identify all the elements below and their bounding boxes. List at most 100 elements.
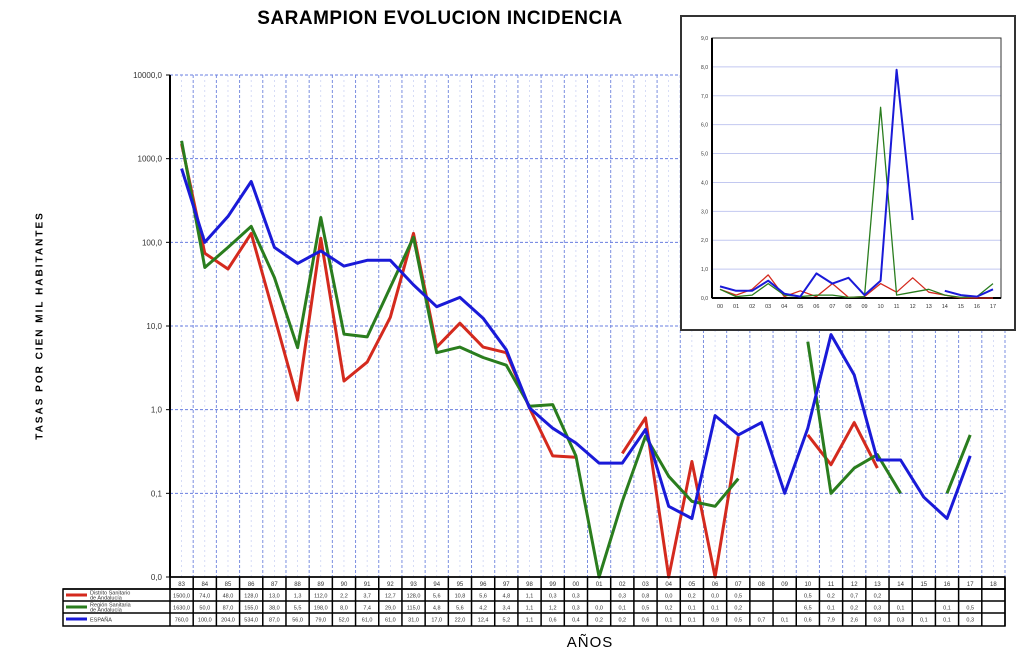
table-cell-value: 5,6	[456, 606, 464, 612]
table-cell-value: 4,2	[479, 606, 487, 612]
inset-x-tick-label: 07	[829, 304, 835, 310]
table-cell-value: 1500,0	[173, 594, 190, 600]
table-year-header: 99	[549, 582, 556, 588]
table-year-header: 12	[851, 582, 858, 588]
table-year-header: 17	[967, 582, 974, 588]
table-cell-value: 0,0	[665, 594, 673, 600]
inset-x-tick-label: 03	[765, 304, 771, 310]
table-cell-value: 0,6	[549, 618, 557, 624]
table-cell-value: 0,1	[665, 618, 673, 624]
table-year-header: 97	[503, 582, 510, 588]
table-cell-value: 0,1	[688, 618, 696, 624]
table-year-header: 88	[294, 582, 301, 588]
table-year-header: 91	[364, 582, 371, 588]
table-cell-value: 8,0	[340, 606, 348, 612]
series-line-2	[180, 168, 972, 520]
table-cell-value: 1,1	[526, 594, 534, 600]
table-cell-value: 61,0	[362, 618, 373, 624]
table-cell-value: 38,0	[269, 606, 280, 612]
table-cell-value: 1,3	[294, 594, 302, 600]
table-cell-value: 2,2	[340, 594, 348, 600]
table-cell-value: 0,4	[572, 618, 580, 624]
table-cell-value: 0,3	[874, 618, 882, 624]
table-cell-value: 0,6	[642, 618, 650, 624]
table-cell-value: 12,7	[385, 594, 396, 600]
table-cell-value: 87,0	[223, 606, 234, 612]
table-cell-value: 3,7	[363, 594, 371, 600]
table-cell-value: 100,0	[198, 618, 212, 624]
table-cell-value: 31,0	[408, 618, 419, 624]
table-cell-value: 0,2	[827, 594, 835, 600]
table-cell-value: 0,2	[734, 606, 742, 612]
y-tick-label: 1,0	[151, 406, 163, 415]
inset-x-tick-label: 12	[910, 304, 916, 310]
table-cell-value: 4,8	[433, 606, 441, 612]
table-year-header: 15	[920, 582, 927, 588]
inset-x-tick-label: 15	[958, 304, 964, 310]
table-year-header: 89	[317, 582, 324, 588]
inset-x-tick-label: 06	[813, 304, 819, 310]
inset-y-tick-label: 9,0	[701, 36, 708, 42]
table-year-header: 83	[178, 582, 185, 588]
table-cell-value: 52,0	[339, 618, 350, 624]
table-cell-value: 50,0	[199, 606, 210, 612]
table-cell-value: 0,7	[758, 618, 766, 624]
inset-x-tick-label: 13	[926, 304, 932, 310]
table-year-header: 03	[642, 582, 649, 588]
table-year-header: 93	[410, 582, 417, 588]
table-cell-value: 12,4	[478, 618, 489, 624]
table-cell-value: 0,3	[549, 594, 557, 600]
y-tick-label: 10,0	[146, 322, 162, 331]
y-tick-label: 1000,0	[138, 155, 163, 164]
table-cell-value: 0,5	[804, 594, 812, 600]
table-year-header: 86	[248, 582, 255, 588]
table-cell-value: 5,2	[502, 618, 510, 624]
inset-y-tick-label: 6,0	[701, 123, 708, 129]
inset-x-tick-label: 01	[733, 304, 739, 310]
table-year-header: 09	[781, 582, 788, 588]
table-cell-value: 48,0	[223, 594, 234, 600]
table-year-header: 18	[990, 582, 997, 588]
table-year-header: 08	[758, 582, 765, 588]
table-cell-value: 56,0	[292, 618, 303, 624]
table-cell-value: 3,4	[502, 606, 510, 612]
table-year-header: 94	[433, 582, 440, 588]
y-tick-label: 100,0	[142, 238, 163, 247]
table-year-header: 05	[689, 582, 696, 588]
inset-y-tick-label: 8,0	[701, 65, 708, 71]
table-cell-value: 0,3	[572, 594, 580, 600]
inset-y-tick-label: 2,0	[701, 238, 708, 244]
legend-label-line: Distrito Sanitario	[90, 591, 130, 597]
table-cell-value: 22,0	[455, 618, 466, 624]
inset-y-tick-label: 7,0	[701, 94, 708, 100]
table-year-header: 96	[480, 582, 487, 588]
table-year-header: 95	[457, 582, 464, 588]
inset-x-tick-label: 08	[845, 304, 851, 310]
table-year-header: 90	[341, 582, 348, 588]
table-year-header: 04	[665, 582, 672, 588]
table-cell-value: 7,9	[827, 618, 835, 624]
legend-label: ESPAÑA	[90, 617, 112, 624]
inset-x-tick-label: 00	[717, 304, 723, 310]
table-cell-value: 1,2	[549, 606, 557, 612]
table-cell-value: 0,1	[781, 618, 789, 624]
table-year-header: 14	[897, 582, 904, 588]
table-cell-value: 0,3	[618, 594, 626, 600]
table-cell-value: 0,2	[595, 618, 603, 624]
table-year-header: 85	[225, 582, 232, 588]
table-cell-value: 0,8	[642, 594, 650, 600]
table-cell-value: 155,0	[244, 606, 258, 612]
chart-title: SARAMPION EVOLUCION INCIDENCIA	[257, 8, 623, 29]
y-tick-label: 0,0	[151, 573, 163, 582]
table-year-header: 92	[387, 582, 394, 588]
table-year-header: 98	[526, 582, 533, 588]
table-cell-value: 204,0	[221, 618, 235, 624]
table-year-header: 84	[201, 582, 208, 588]
table-cell-value: 4,8	[502, 594, 510, 600]
table-cell-value: 0,2	[688, 594, 696, 600]
table-year-header: 10	[805, 582, 812, 588]
table-cell-value: 0,1	[688, 606, 696, 612]
table-cell-value: 1630,0	[173, 606, 190, 612]
table-cell-value: 0,2	[874, 594, 882, 600]
